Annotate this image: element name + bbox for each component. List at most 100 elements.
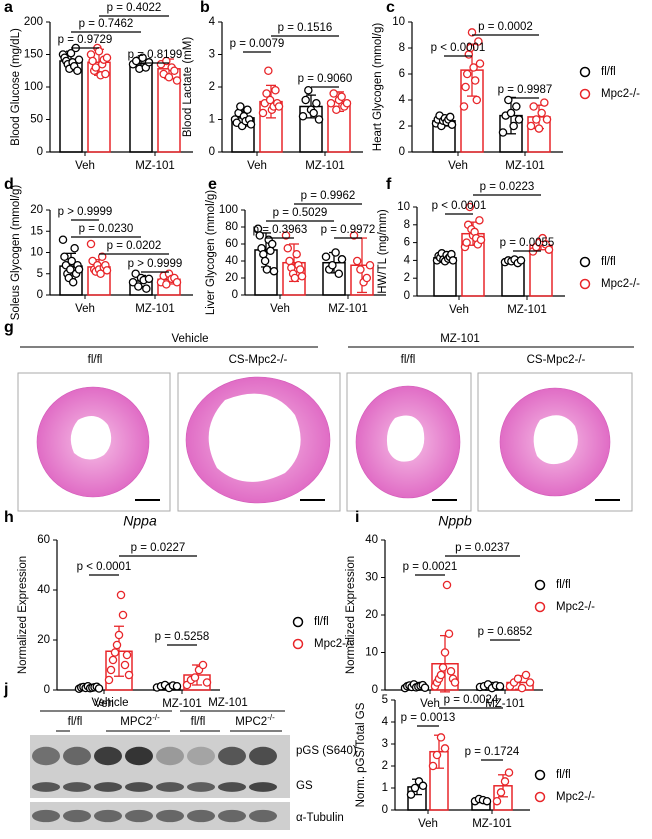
x-tick-label: MZ-101 (162, 698, 202, 710)
data-point (304, 86, 313, 95)
data-point (436, 670, 446, 680)
data-point (495, 682, 505, 691)
y-axis-label: Liver Glycogen (mmol/g) (205, 190, 217, 315)
data-point (297, 272, 307, 281)
y-tick-label: 10 (30, 247, 43, 259)
y-tick-label: 60 (225, 238, 238, 250)
data-point (349, 231, 359, 240)
data-point (440, 744, 450, 753)
legend-marker (579, 278, 591, 290)
data-point (267, 239, 277, 249)
genotype-label: CS-Mpc2-/- (527, 354, 586, 366)
data-point (410, 783, 420, 793)
data-point (94, 47, 104, 56)
y-tick-label: 40 (365, 534, 378, 546)
band (249, 746, 277, 766)
x-tick-label: MZ-101 (135, 160, 175, 172)
data-point (172, 277, 182, 287)
band (94, 782, 122, 792)
data-point (290, 273, 300, 283)
y-tick-label: 0 (372, 684, 378, 696)
comparison-label: p = 0.9729 (58, 34, 113, 46)
comparison-label: p < 0.0001 (77, 561, 132, 573)
data-point (116, 590, 126, 600)
data-point (537, 108, 546, 118)
y-tick-label: 3 (209, 49, 215, 61)
y-tick-label: 1 (382, 782, 388, 794)
data-point (467, 28, 477, 37)
comparison-label: p = 0.6852 (478, 626, 533, 638)
data-point (142, 284, 151, 293)
comparison-label: p = 0.0227 (131, 542, 186, 554)
group-label: Vehicle (171, 333, 208, 345)
data-point (352, 256, 362, 266)
y-tick-label: 30 (365, 572, 378, 584)
x-tick-label: MZ-101 (305, 160, 345, 172)
data-point (314, 115, 324, 124)
data-point (492, 796, 502, 806)
y-tick-label: 60 (37, 534, 50, 546)
band (125, 809, 153, 823)
x-tick-label: Veh (449, 304, 469, 316)
data-point (428, 761, 438, 771)
band (63, 809, 91, 823)
data-point (259, 249, 268, 259)
y-tick-label: 50 (30, 114, 43, 126)
data-point (309, 108, 318, 118)
band (94, 746, 122, 766)
data-point (420, 683, 430, 693)
data-point (459, 102, 469, 111)
band (249, 782, 277, 792)
y-tick-label: 0 (44, 684, 50, 696)
x-tick-label: MZ-101 (485, 698, 525, 710)
data-point (164, 73, 174, 82)
data-point (190, 673, 200, 682)
data-point (134, 282, 143, 291)
panel-label: c (386, 0, 395, 16)
legend-label: fl/fl (314, 616, 329, 628)
group-label: MZ-101 (208, 697, 248, 709)
data-point (269, 266, 279, 276)
comparison-label: p = 0.0013 (401, 712, 456, 724)
band (32, 782, 60, 792)
data-point (331, 248, 340, 257)
data-point (74, 55, 84, 64)
panel-label: a (4, 0, 13, 16)
data-point (67, 256, 76, 266)
band (156, 782, 184, 792)
data-point (301, 95, 310, 105)
comparison-label: p = 0.0223 (480, 181, 535, 193)
data-point (266, 246, 275, 256)
blot-row-label: pGS (S640) (296, 745, 357, 757)
data-point (144, 274, 154, 284)
panel-label: h (4, 509, 14, 526)
comparison-label: p = 0.0055 (500, 237, 555, 249)
y-tick-label: 0 (209, 146, 215, 158)
band (249, 809, 277, 823)
data-point (91, 63, 101, 72)
y-axis-label: Normalized Expression (345, 556, 357, 674)
y-tick-label: 10 (365, 647, 378, 659)
y-axis-label: Soleus Glycogen (mmol/g) (10, 185, 22, 321)
data-point (265, 95, 275, 105)
data-point (469, 63, 478, 72)
data-point (292, 249, 301, 259)
data-point (326, 99, 336, 108)
data-point (447, 120, 457, 129)
y-tick-label: 10 (392, 16, 405, 28)
data-point (271, 86, 280, 95)
data-point (472, 95, 482, 105)
data-point (461, 82, 470, 92)
data-point (362, 273, 372, 283)
genotype-label: fl/fl (68, 716, 83, 728)
panel-label: i (355, 509, 359, 526)
data-point (236, 102, 245, 111)
data-point (482, 796, 492, 806)
comparison-label: p = 0.0024 (444, 694, 499, 706)
band (125, 782, 153, 792)
data-point (525, 678, 535, 687)
x-tick-label: MZ-101 (505, 160, 545, 172)
blot-row-label: α-Tubulin (296, 812, 344, 824)
data-point (448, 256, 458, 265)
x-tick-label: Veh (270, 303, 290, 315)
